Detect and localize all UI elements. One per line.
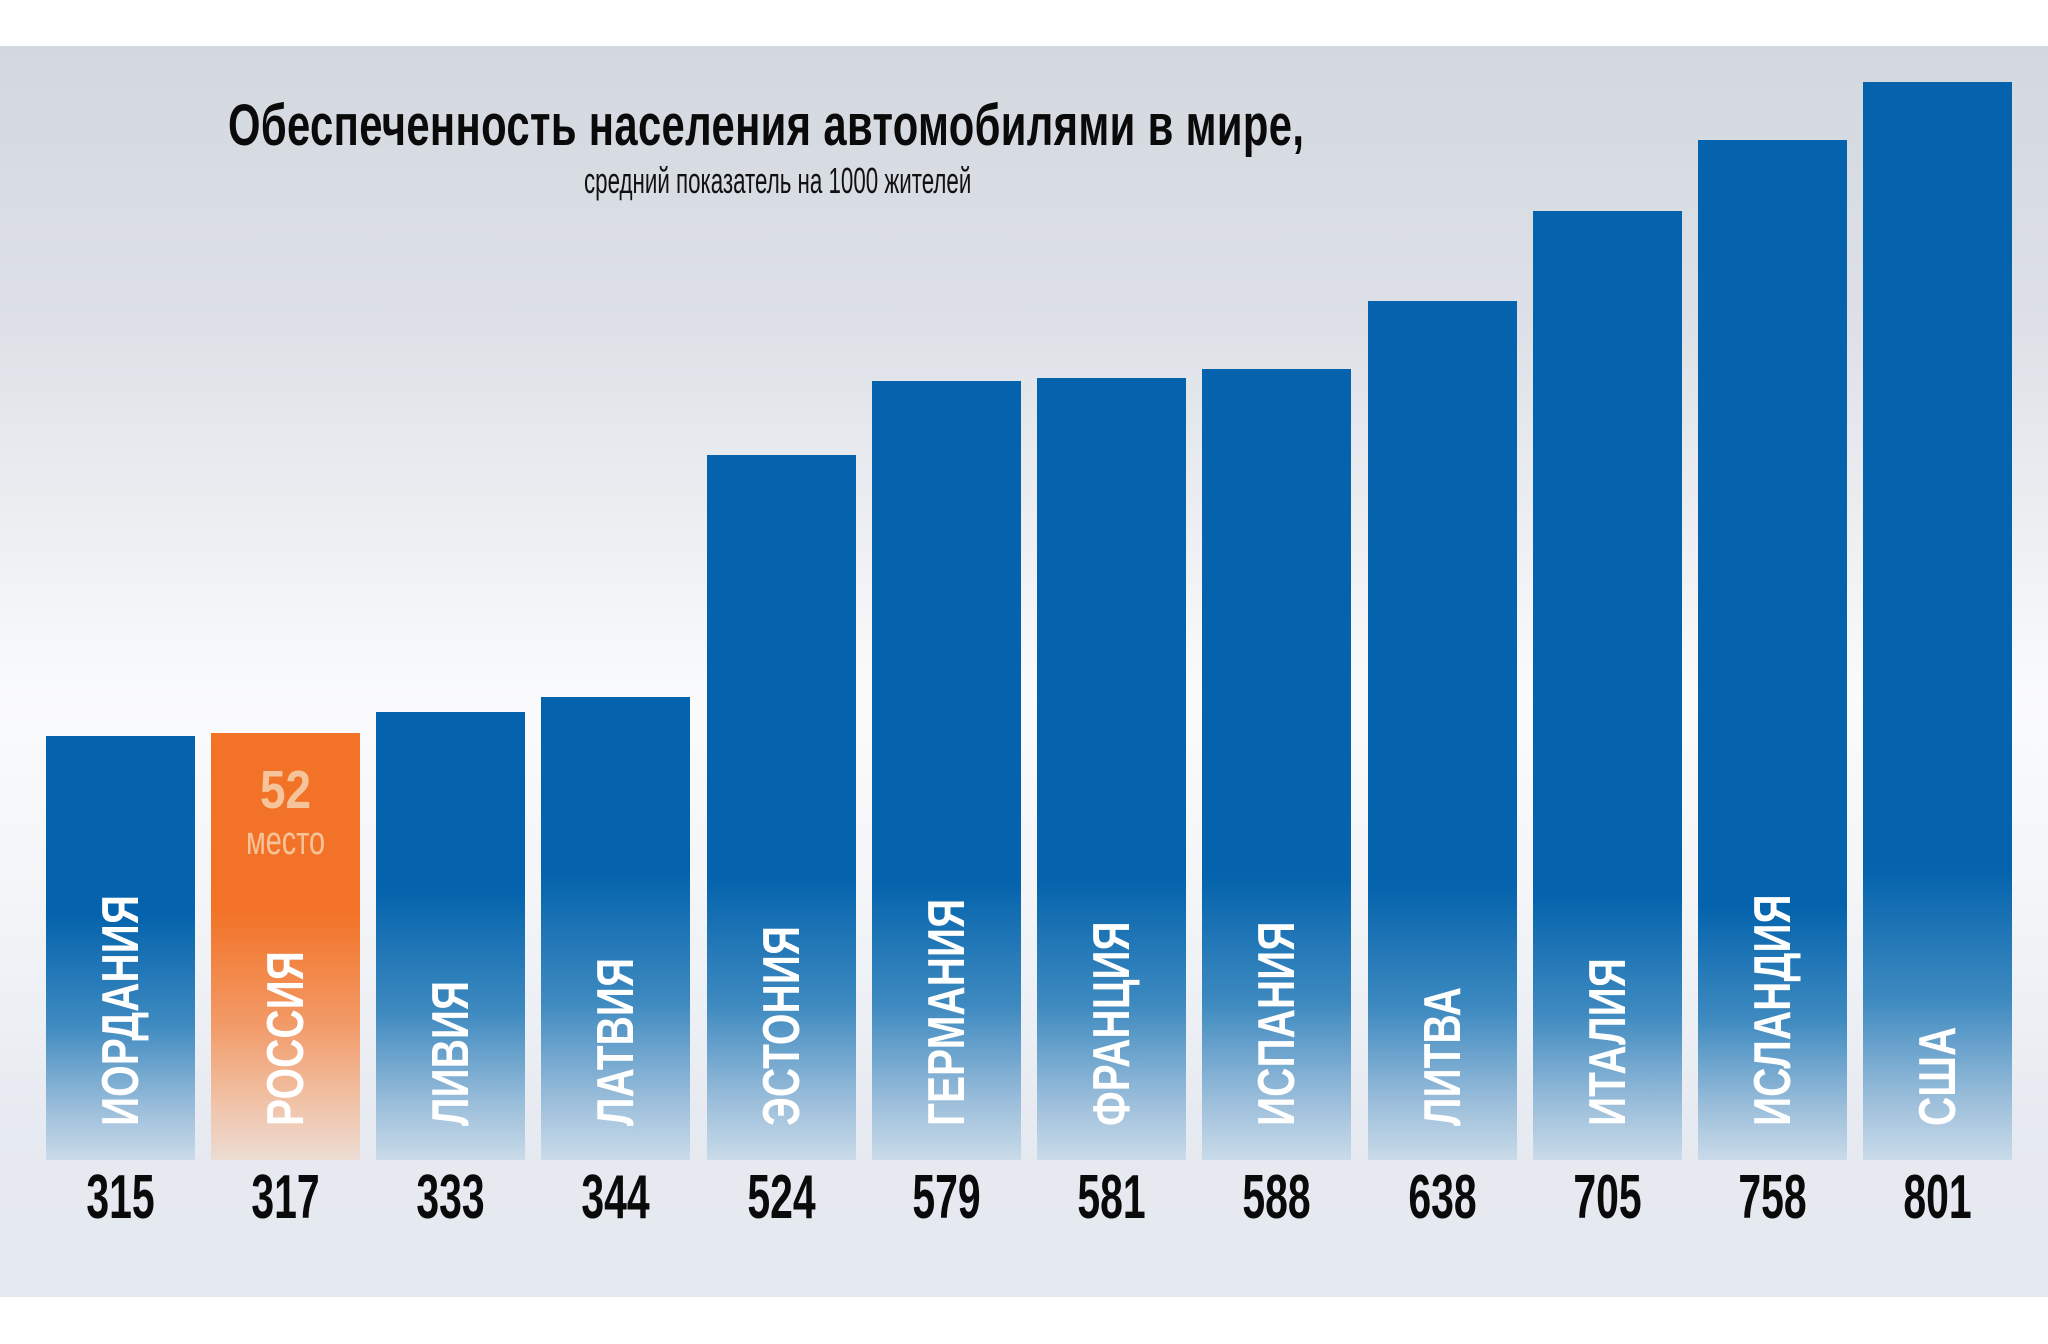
value-label: 705 <box>1573 1163 1642 1232</box>
value-label: 588 <box>1242 1163 1311 1232</box>
value-label: 579 <box>912 1163 981 1232</box>
bar-label: ФРАНЦИЯ <box>1082 921 1141 1126</box>
value-label: 758 <box>1738 1163 1807 1232</box>
bar-germany: ГЕРМАНИЯ <box>872 381 1021 1160</box>
bar-lithuania: ЛИТВА <box>1368 301 1517 1160</box>
bar-label: ЛАТВИЯ <box>586 957 645 1126</box>
value-label: 317 <box>251 1163 320 1232</box>
bar-latvia: ЛАТВИЯ <box>541 697 690 1160</box>
bar-jordan: ИОРДАНИЯ <box>46 736 195 1160</box>
chart-title: Обеспеченность населения автомобилями в … <box>228 93 1305 158</box>
rank-number: 52 <box>259 760 312 820</box>
bar-label: ИСПАНИЯ <box>1247 921 1306 1126</box>
bar-label: ИТАЛИЯ <box>1578 958 1637 1126</box>
bar-usa: США <box>1863 82 2012 1160</box>
bar-label: ГЕРМАНИЯ <box>917 898 976 1126</box>
bar-label: ЛИВИЯ <box>421 980 480 1126</box>
bar-russia-highlight: 52 место РОССИЯ <box>211 733 360 1160</box>
rank-badge: 52 место <box>211 763 360 865</box>
bar-label: ЭСТОНИЯ <box>752 925 811 1126</box>
bar-iceland: ИСЛАНДИЯ <box>1698 140 1847 1160</box>
rank-word: место <box>245 819 326 863</box>
value-label: 315 <box>86 1163 155 1232</box>
bar-libya: ЛИВИЯ <box>376 712 525 1160</box>
bar-label: РОССИЯ <box>256 951 315 1126</box>
bar-label: ИСЛАНДИЯ <box>1743 894 1802 1126</box>
chart-subtitle: средний показатель на 1000 жителей <box>584 160 972 201</box>
bar-label: ИОРДАНИЯ <box>91 895 150 1126</box>
bar-italy: ИТАЛИЯ <box>1533 211 1682 1160</box>
bar-spain: ИСПАНИЯ <box>1202 369 1351 1160</box>
value-label: 524 <box>747 1163 816 1232</box>
value-label: 581 <box>1077 1163 1146 1232</box>
bar-label: ЛИТВА <box>1413 987 1472 1126</box>
value-label: 333 <box>416 1163 485 1232</box>
bar-estonia: ЭСТОНИЯ <box>707 455 856 1160</box>
value-label: 638 <box>1408 1163 1477 1232</box>
value-label: 801 <box>1903 1163 1972 1232</box>
bar-france: ФРАНЦИЯ <box>1037 378 1186 1160</box>
bar-label: США <box>1908 1026 1967 1126</box>
value-label: 344 <box>581 1163 650 1232</box>
